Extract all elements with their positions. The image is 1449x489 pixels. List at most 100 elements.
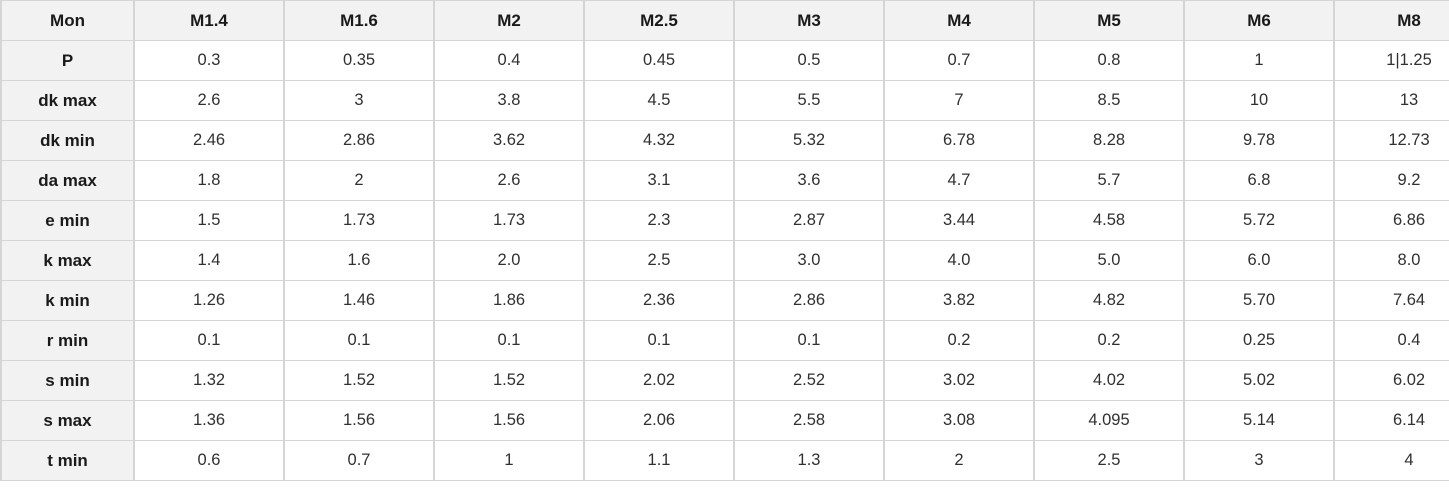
data-cell: 0.5 <box>733 40 885 81</box>
data-cell: 2.0 <box>433 240 585 281</box>
data-cell: 1.52 <box>433 360 585 401</box>
data-cell: 5.7 <box>1033 160 1185 201</box>
column-header-cell: M1.4 <box>133 0 285 41</box>
data-cell: 0.7 <box>283 440 435 481</box>
data-cell: 2.58 <box>733 400 885 441</box>
row-label-cell: s max <box>0 400 135 441</box>
table-row: dk min 2.46 2.86 3.62 4.32 5.32 6.78 8.28 9.78 12… <box>0 120 1449 161</box>
data-cell: 3.8 <box>433 80 585 121</box>
data-cell: 0.2 <box>1033 320 1185 361</box>
data-cell: 0.2 <box>883 320 1035 361</box>
data-cell: 4.7 <box>883 160 1035 201</box>
data-cell: 1.4 <box>133 240 285 281</box>
corner-header-cell: Mon <box>0 0 135 41</box>
data-cell: 8.5 <box>1033 80 1185 121</box>
data-cell: 3 <box>1183 440 1335 481</box>
data-cell: 0.3 <box>133 40 285 81</box>
data-cell: 3.0 <box>733 240 885 281</box>
data-cell: 2.86 <box>283 120 435 161</box>
data-cell: 0.1 <box>433 320 585 361</box>
data-cell: 4.58 <box>1033 200 1185 241</box>
data-cell: 13 <box>1333 80 1449 121</box>
data-cell: 1.46 <box>283 280 435 321</box>
data-cell: 3.6 <box>733 160 885 201</box>
data-cell: 4.32 <box>583 120 735 161</box>
data-cell: 5.32 <box>733 120 885 161</box>
column-header-cell: M1.6 <box>283 0 435 41</box>
data-cell: 0.1 <box>283 320 435 361</box>
data-cell: 4 <box>1333 440 1449 481</box>
column-header-cell: M5 <box>1033 0 1185 41</box>
data-cell: 0.1 <box>733 320 885 361</box>
data-cell: 1.36 <box>133 400 285 441</box>
data-cell: 5.70 <box>1183 280 1335 321</box>
data-cell: 6.86 <box>1333 200 1449 241</box>
data-cell: 1.56 <box>283 400 435 441</box>
data-cell: 2 <box>283 160 435 201</box>
data-cell: 0.1 <box>133 320 285 361</box>
data-cell: 1.73 <box>433 200 585 241</box>
data-cell: 0.4 <box>1333 320 1449 361</box>
data-cell: 5.02 <box>1183 360 1335 401</box>
data-cell: 2.52 <box>733 360 885 401</box>
row-label-cell: P <box>0 40 135 81</box>
data-cell: 2.36 <box>583 280 735 321</box>
spec-table-body: P 0.3 0.35 0.4 0.45 0.5 0.7 0.8 1 1|1.25 dk max 2.6… <box>0 40 1449 481</box>
table-row: da max 1.8 2 2.6 3.1 3.6 4.7 5.7 6.8 9.2 <box>0 160 1449 201</box>
data-cell: 2.86 <box>733 280 885 321</box>
data-cell: 3.82 <box>883 280 1035 321</box>
data-cell: 9.78 <box>1183 120 1335 161</box>
table-row: P 0.3 0.35 0.4 0.45 0.5 0.7 0.8 1 1|1.25 <box>0 40 1449 81</box>
data-cell: 1.3 <box>733 440 885 481</box>
data-cell: 4.0 <box>883 240 1035 281</box>
table-row: r min 0.1 0.1 0.1 0.1 0.1 0.2 0.2 0.25 0.4 <box>0 320 1449 361</box>
data-cell: 2.46 <box>133 120 285 161</box>
data-cell: 6.0 <box>1183 240 1335 281</box>
data-cell: 1.73 <box>283 200 435 241</box>
column-header-cell: M4 <box>883 0 1035 41</box>
data-cell: 5.72 <box>1183 200 1335 241</box>
data-cell: 0.1 <box>583 320 735 361</box>
data-cell: 2.06 <box>583 400 735 441</box>
data-cell: 2.6 <box>133 80 285 121</box>
data-cell: 3.02 <box>883 360 1035 401</box>
data-cell: 6.78 <box>883 120 1035 161</box>
data-cell: 4.82 <box>1033 280 1185 321</box>
data-cell: 8.0 <box>1333 240 1449 281</box>
column-header-cell: M6 <box>1183 0 1335 41</box>
data-cell: 1.56 <box>433 400 585 441</box>
header-row: Mon M1.4 M1.6 M2 M2.5 M3 M4 M5 M6 M8 <box>0 0 1449 41</box>
table-row: k min 1.26 1.46 1.86 2.36 2.86 3.82 4.82 5.70 7.6… <box>0 280 1449 321</box>
data-cell: 2.02 <box>583 360 735 401</box>
data-cell: 6.14 <box>1333 400 1449 441</box>
table-row: e min 1.5 1.73 1.73 2.3 2.87 3.44 4.58 5.72 6.86 <box>0 200 1449 241</box>
column-header-cell: M8 <box>1333 0 1449 41</box>
data-cell: 4.095 <box>1033 400 1185 441</box>
data-cell: 1.26 <box>133 280 285 321</box>
spec-table-head: Mon M1.4 M1.6 M2 M2.5 M3 M4 M5 M6 M8 <box>0 0 1449 41</box>
data-cell: 1.1 <box>583 440 735 481</box>
row-label-cell: s min <box>0 360 135 401</box>
data-cell: 3.62 <box>433 120 585 161</box>
row-label-cell: dk min <box>0 120 135 161</box>
data-cell: 4.5 <box>583 80 735 121</box>
data-cell: 0.6 <box>133 440 285 481</box>
data-cell: 0.4 <box>433 40 585 81</box>
data-cell: 2.87 <box>733 200 885 241</box>
data-cell: 5.5 <box>733 80 885 121</box>
data-cell: 2.3 <box>583 200 735 241</box>
data-cell: 3.44 <box>883 200 1035 241</box>
row-label-cell: da max <box>0 160 135 201</box>
data-cell: 1.8 <box>133 160 285 201</box>
data-cell: 1 <box>1183 40 1335 81</box>
data-cell: 1.5 <box>133 200 285 241</box>
data-cell: 1|1.25 <box>1333 40 1449 81</box>
data-cell: 1.86 <box>433 280 585 321</box>
data-cell: 0.25 <box>1183 320 1335 361</box>
data-cell: 2.6 <box>433 160 585 201</box>
data-cell: 0.45 <box>583 40 735 81</box>
column-header-cell: M3 <box>733 0 885 41</box>
row-label-cell: r min <box>0 320 135 361</box>
data-cell: 1.52 <box>283 360 435 401</box>
